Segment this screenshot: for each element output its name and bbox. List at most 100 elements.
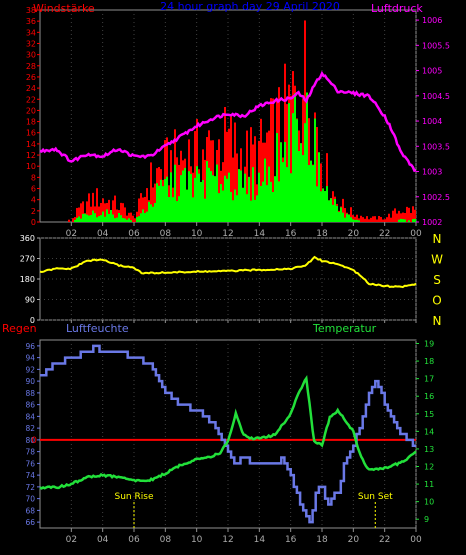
wind-bar (164, 179, 166, 222)
gust-bar (226, 131, 228, 222)
wind-y-tick-label-12: 12 (26, 151, 36, 160)
gust-bar (364, 218, 366, 222)
wind-bar (224, 175, 226, 222)
gust-bar (380, 216, 382, 222)
wind-x-tick-label-10: 10 (191, 229, 203, 239)
wind-bar (228, 172, 230, 222)
gust-bar (286, 104, 288, 222)
gust-bar (406, 206, 408, 222)
gust-bar (114, 195, 116, 222)
wind-y-tick-label-22: 22 (26, 95, 36, 104)
gust-bar (278, 87, 280, 222)
wind-bar (192, 197, 194, 222)
gust-bar (360, 215, 362, 222)
gust-bar (92, 192, 94, 222)
gust-bar (358, 218, 360, 222)
wind-bar (216, 164, 218, 222)
wind-bar (116, 217, 118, 222)
wind-bar (358, 220, 360, 222)
wind-x-tick-label-00: 00 (410, 229, 422, 239)
wind-bar (112, 214, 114, 222)
wind-bar (186, 189, 188, 222)
wind-bar (82, 213, 84, 222)
wind-bar (142, 209, 144, 222)
gust-bar (254, 136, 256, 222)
gust-bar (260, 118, 262, 222)
wind-bar (296, 119, 298, 222)
gust-bar (350, 207, 352, 222)
gust-bar (372, 216, 374, 222)
humidity-left-axis-ticks: 66 68 70 72 74 76 78 80 82 84 86 88 90 92 94 96 (25, 342, 40, 527)
gust-bar (86, 201, 88, 222)
wind-bar (226, 178, 228, 222)
wind-bar (168, 197, 170, 222)
humidity-y-tick-label-74: 74 (25, 471, 35, 480)
gust-bar (270, 98, 272, 222)
wind-bar (200, 181, 202, 222)
wind-x-axis-ticks: 02 04 06 08 10 12 14 16 18 20 22 00 (66, 222, 422, 239)
wind-bar (336, 205, 338, 222)
wind-bar (86, 214, 88, 222)
wind-direction-line (39, 255, 417, 289)
temperature-y-tick-label-16: 16 (424, 392, 434, 401)
gust-bar (178, 164, 180, 222)
gust-bar (72, 218, 74, 222)
wind-bar (342, 212, 344, 222)
wind-bar (214, 176, 216, 222)
gust-bar (386, 217, 388, 222)
wind-bar (232, 200, 234, 222)
temperature-y-tick-label-19: 19 (424, 340, 434, 349)
gust-bar (392, 210, 394, 222)
wind-bar (338, 211, 340, 222)
wind-y-tick-label-8: 8 (31, 173, 36, 182)
gust-bar (410, 213, 412, 222)
wind-bar (108, 213, 110, 222)
gust-bar (176, 157, 178, 222)
wind-bar (322, 188, 324, 222)
pressure-y-tick-label-1002.5: 1002.5 (422, 193, 450, 202)
humidity-y-tick-label-76: 76 (25, 459, 35, 468)
wind-bar (284, 141, 286, 222)
wind-bar (194, 177, 196, 222)
wind-bar (230, 191, 232, 222)
direction-gridlines (40, 237, 417, 321)
wind-bar (124, 218, 126, 222)
wind-y-tick-label-0: 0 (31, 218, 36, 227)
wind-bar (246, 194, 248, 222)
wind-bar (218, 193, 220, 222)
pressure-axis-title: Luftdruck (371, 2, 423, 15)
wind-bar (242, 187, 244, 222)
wind-bar (320, 191, 322, 222)
gust-bar (116, 209, 118, 222)
wind-bar (178, 196, 180, 222)
gust-bar (370, 217, 372, 222)
humidity-y-tick-label-72: 72 (25, 483, 35, 492)
gust-bar (398, 210, 400, 222)
wind-y-tick-label-30: 30 (26, 51, 36, 60)
humidity-y-tick-label-82: 82 (25, 424, 35, 433)
wind-bar (126, 219, 128, 222)
gust-bar (136, 211, 138, 222)
humidity-x-axis-ticks: 02 04 06 08 10 12 14 16 18 20 22 00 (66, 528, 422, 545)
wind-bar (300, 143, 302, 222)
gust-bar (204, 159, 206, 222)
wind-bar (238, 169, 240, 222)
temperature-y-tick-label-9: 9 (424, 515, 429, 524)
wind-bar (346, 213, 348, 222)
gust-bar (90, 206, 92, 222)
wind-bars (74, 92, 416, 222)
wind-bar (326, 186, 328, 222)
wind-bar (166, 176, 168, 222)
gust-bar (150, 162, 152, 222)
direction-y-tick-label-90: 90 (25, 296, 35, 305)
humidity-y-tick-label-80: 80 (25, 436, 35, 445)
wind-bar (80, 218, 82, 222)
wind-bar (298, 150, 300, 222)
humidity-x-tick-label-06: 06 (128, 535, 140, 545)
humidity-y-tick-label-86: 86 (25, 401, 35, 410)
wind-bar (76, 217, 78, 222)
gust-bar (396, 213, 398, 222)
wind-bar (350, 217, 352, 222)
wind-x-tick-label-02: 02 (66, 229, 77, 239)
gust-bar (100, 202, 102, 222)
